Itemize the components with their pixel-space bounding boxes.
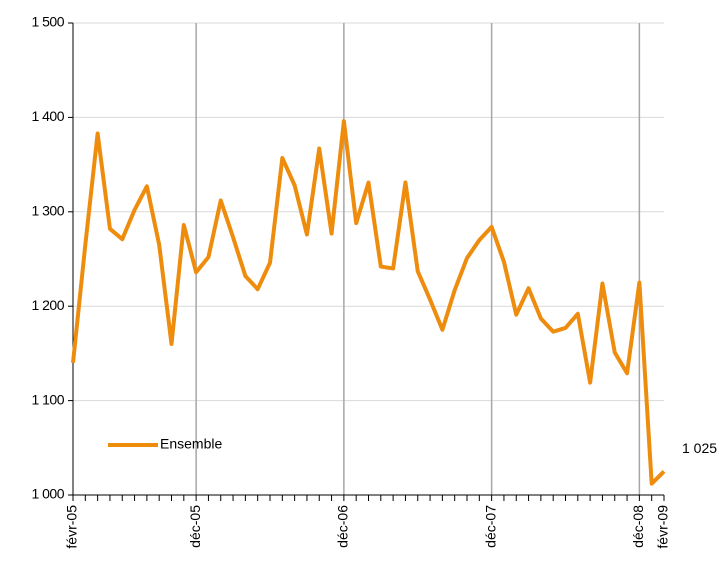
y-tick-label: 1 500: [31, 14, 64, 30]
x-tick-label: févr-05: [64, 505, 80, 549]
x-tick-label: févr-09: [655, 505, 671, 549]
y-tick-label: 1 400: [31, 108, 64, 124]
y-tick-label: 1 100: [31, 391, 64, 407]
x-tick-label: déc-05: [187, 505, 203, 548]
y-tick-label: 1 200: [31, 297, 64, 313]
line: [71, 119, 666, 486]
x-tick-label: déc-06: [335, 505, 351, 548]
y-tick-label: 1 000: [31, 486, 64, 502]
y-tick-label: 1 300: [31, 203, 64, 219]
legend-label: Ensemble: [160, 436, 222, 452]
data-label: 1 025: [682, 440, 717, 456]
x-tick-label: déc-08: [630, 505, 646, 548]
x-tick-label: déc-07: [482, 505, 498, 548]
